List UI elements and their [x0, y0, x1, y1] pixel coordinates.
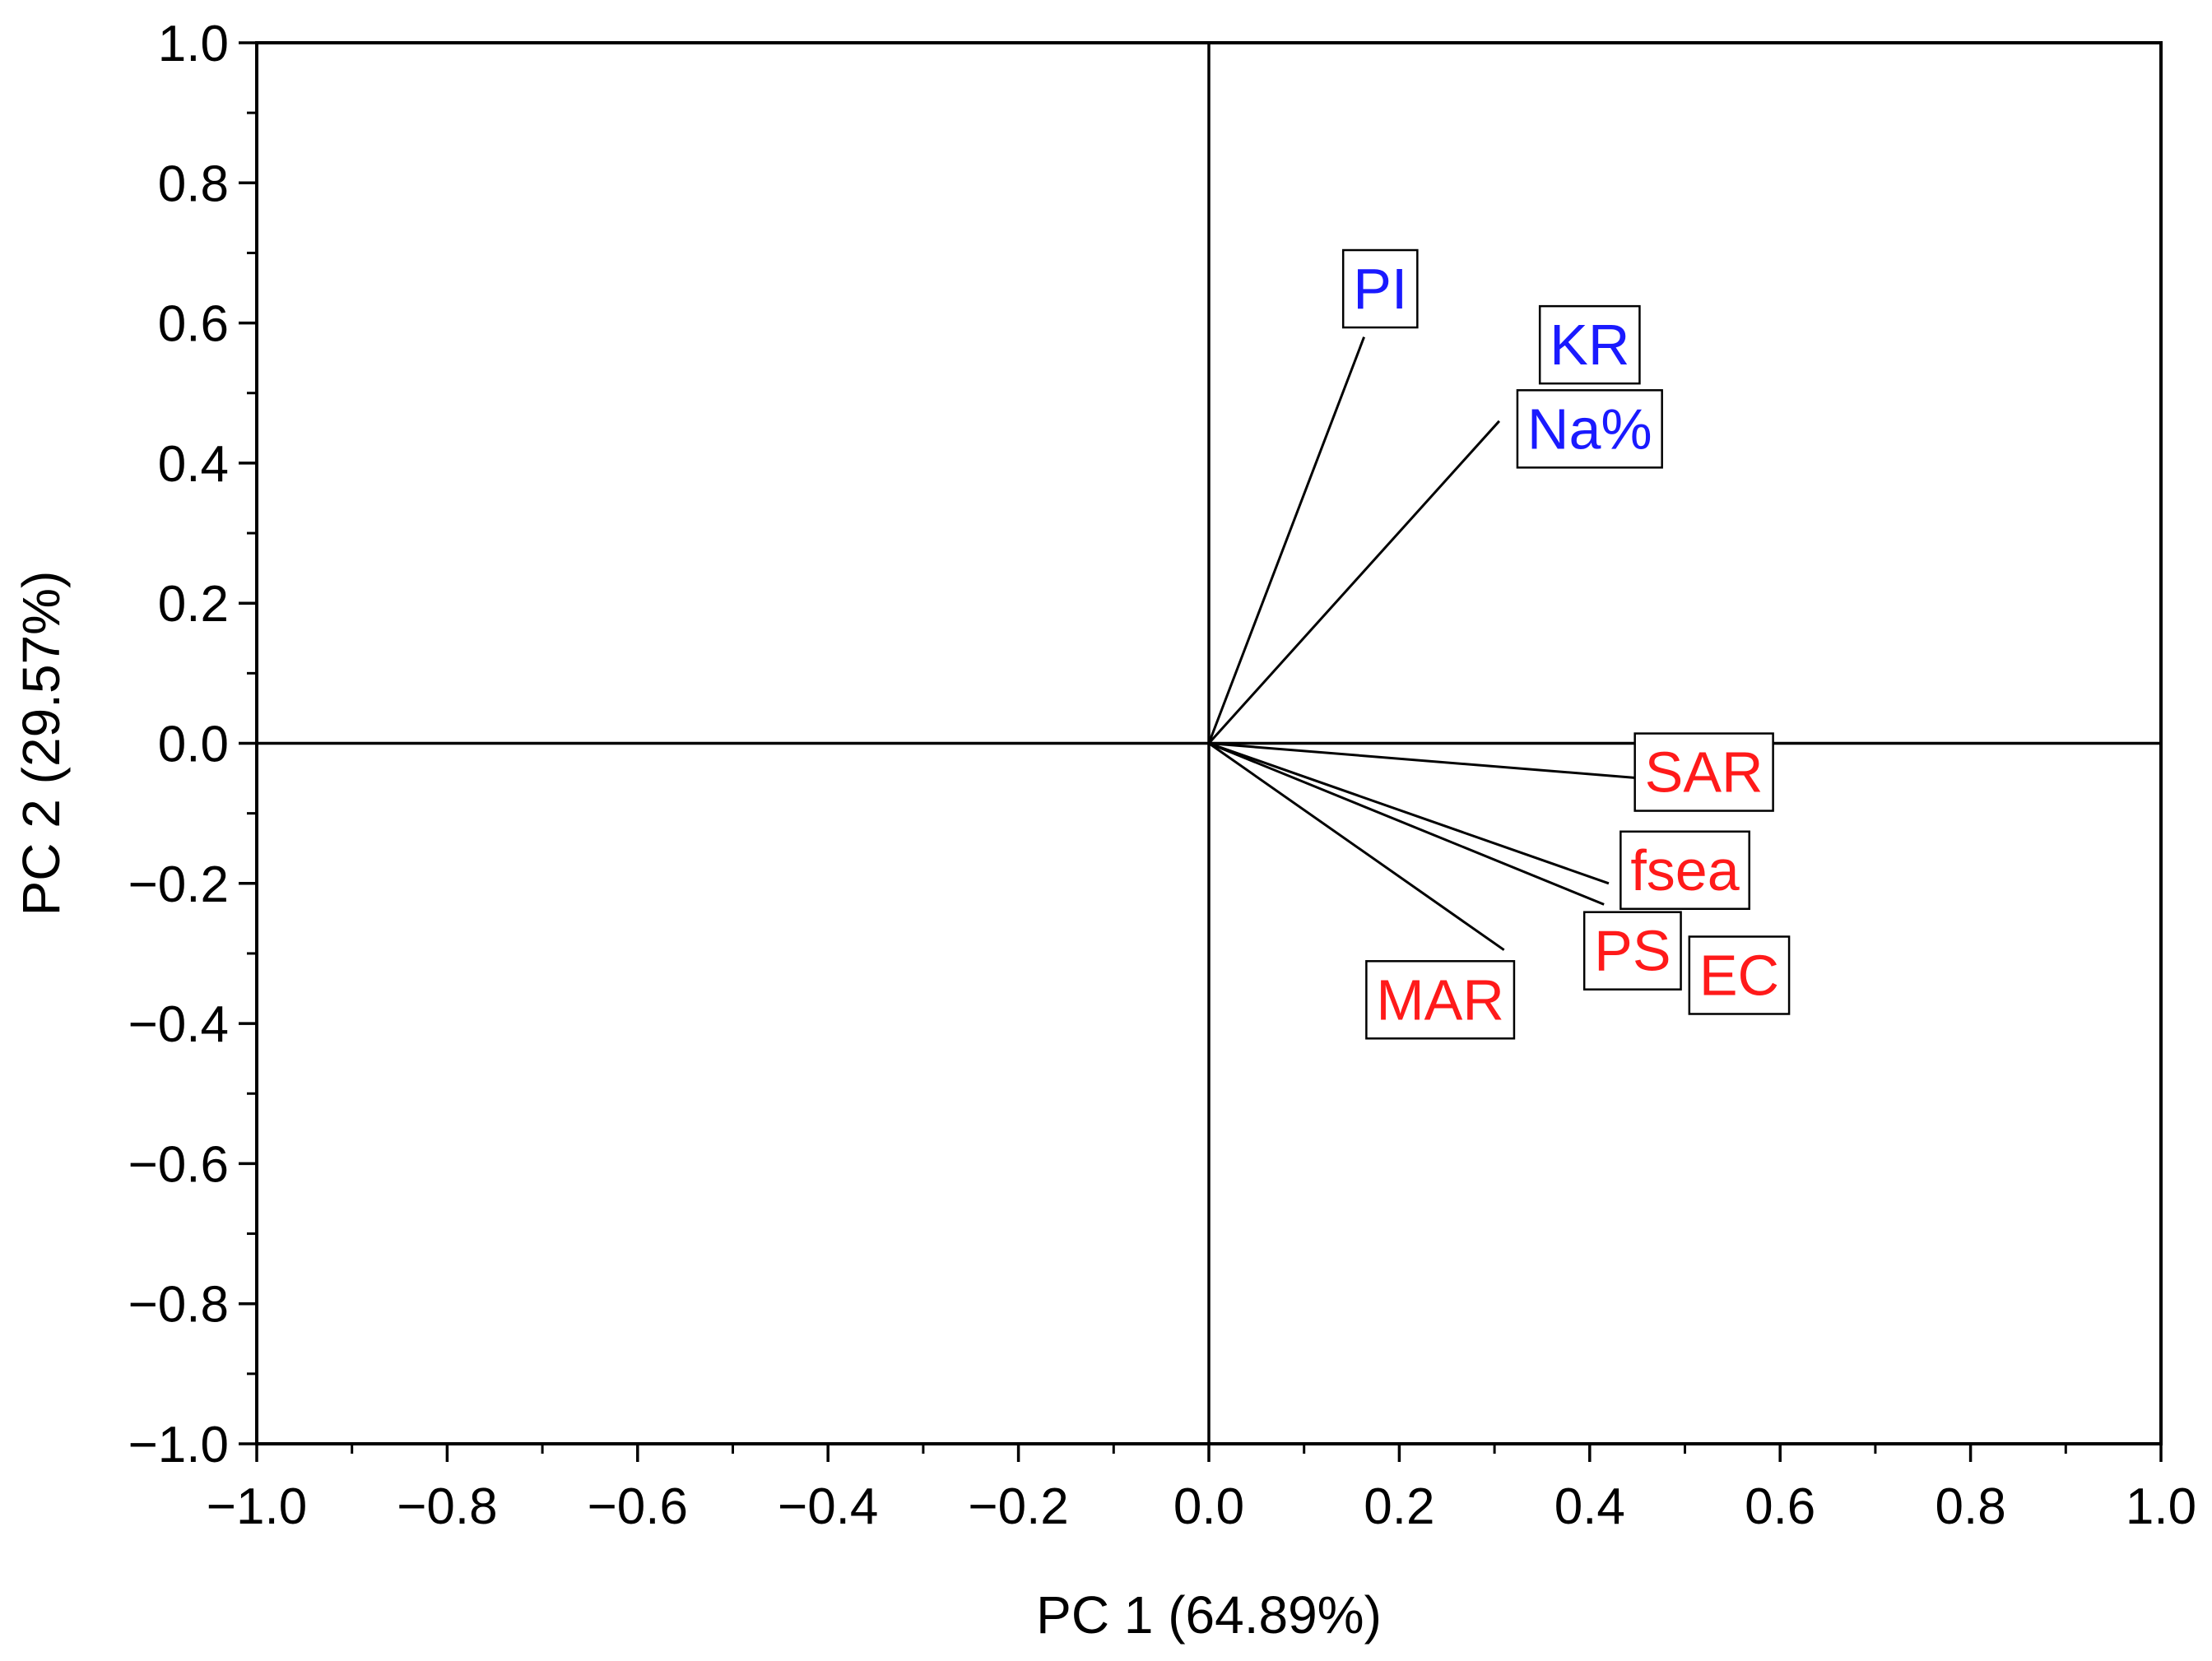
variable-label-text: PI	[1353, 257, 1407, 321]
vector-layer	[1207, 336, 1643, 951]
loading-vector-kr	[1207, 420, 1500, 745]
y-tick-label: −0.2	[128, 856, 229, 913]
y-tick-label: 0.0	[158, 717, 229, 773]
label-layer: PI KR Na% SAR fsea PS EC MAR	[1341, 248, 1791, 1040]
variable-label-text: fsea	[1630, 838, 1739, 902]
variable-label-text: SAR	[1645, 740, 1764, 805]
axes-layer: −1.0 −0.8 −0.6 −0.4 −0.2 0.0 0.2 0.4 0.6 0.8 1.0 −1…	[128, 16, 2197, 1535]
variable-label-na-pct: Na%	[1516, 389, 1663, 469]
variable-label-fsea: fsea	[1620, 830, 1750, 911]
variable-label-mar: MAR	[1365, 960, 1516, 1040]
loading-vector-ps	[1208, 742, 1605, 906]
x-tick-label: −0.6	[588, 1478, 688, 1535]
variable-label-sar: SAR	[1633, 732, 1774, 812]
variable-label-kr: KR	[1538, 304, 1641, 385]
variable-label-text: PS	[1594, 919, 1671, 983]
y-tick-label: −0.4	[128, 996, 229, 1053]
variable-label-ec: EC	[1688, 935, 1791, 1015]
y-tick-label: 0.2	[158, 576, 229, 633]
x-tick-label: −0.8	[397, 1478, 497, 1535]
y-tick-label: 0.4	[158, 436, 229, 493]
x-tick-label: 0.0	[1173, 1478, 1244, 1535]
x-tick-label: −0.2	[968, 1478, 1068, 1535]
variable-label-pi: PI	[1341, 248, 1419, 329]
variable-label-text: Na%	[1527, 397, 1652, 461]
label-box	[1582, 911, 1682, 991]
loading-vector-sar	[1208, 742, 1643, 780]
variable-label-text: MAR	[1376, 967, 1504, 1032]
x-tick-label: 0.4	[1554, 1478, 1625, 1535]
variable-label-text: EC	[1699, 943, 1779, 1007]
x-tick-label: −0.4	[778, 1478, 878, 1535]
label-box	[1538, 304, 1641, 385]
loading-vector-fsea	[1208, 742, 1610, 885]
y-axis-title: PC 2 (29.57%)	[12, 571, 71, 916]
x-tick-label: 0.2	[1364, 1478, 1434, 1535]
label-box	[1341, 248, 1419, 329]
variable-label-text: KR	[1550, 313, 1629, 377]
x-tick-label: 0.8	[1935, 1478, 2005, 1535]
y-tick-label: −0.6	[128, 1136, 229, 1193]
y-tick-label: 0.8	[158, 155, 229, 212]
label-box	[1620, 830, 1750, 911]
y-tick-label: 0.6	[158, 296, 229, 353]
y-tick-label: 1.0	[158, 16, 229, 72]
x-tick-label: 0.6	[1745, 1478, 1815, 1535]
loading-vector-pi	[1207, 336, 1365, 745]
x-tick-label: −1.0	[207, 1478, 307, 1535]
variable-label-ps: PS	[1582, 911, 1682, 991]
x-tick-label: 1.0	[2126, 1478, 2196, 1535]
y-tick-label: −0.8	[128, 1277, 229, 1334]
label-box	[1516, 389, 1663, 469]
x-axis-title: PC 1 (64.89%)	[1036, 1585, 1382, 1645]
label-box	[1365, 960, 1516, 1040]
loading-vector-mar	[1208, 742, 1505, 951]
label-box	[1688, 935, 1791, 1015]
label-box	[1633, 732, 1774, 812]
y-tick-label: −1.0	[128, 1417, 229, 1473]
